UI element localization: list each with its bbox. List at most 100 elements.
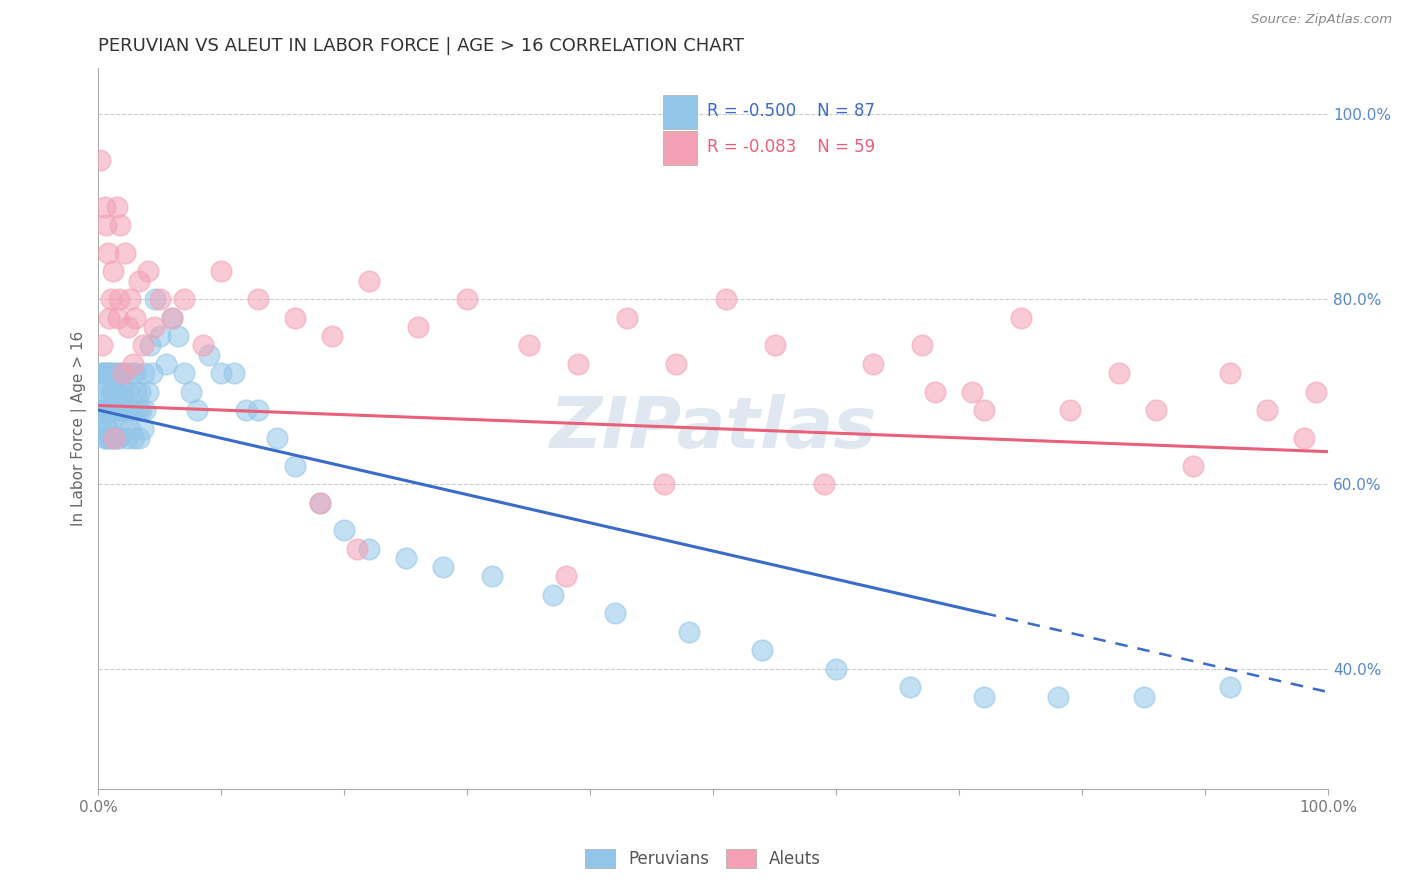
Point xyxy=(136,264,159,278)
Point xyxy=(121,357,143,371)
Point xyxy=(103,431,125,445)
Point xyxy=(911,338,934,352)
Point xyxy=(284,310,307,325)
Point xyxy=(1305,384,1327,399)
FancyBboxPatch shape xyxy=(662,95,697,129)
Point xyxy=(481,569,503,583)
Point xyxy=(191,338,214,352)
Y-axis label: In Labor Force | Age > 16: In Labor Force | Age > 16 xyxy=(72,331,87,526)
Point xyxy=(616,310,638,325)
Point xyxy=(862,357,884,371)
Point xyxy=(308,495,330,509)
Point xyxy=(91,338,114,352)
Point xyxy=(1219,366,1241,380)
Point xyxy=(603,607,626,621)
Point xyxy=(98,366,121,380)
Point xyxy=(247,403,270,417)
Point xyxy=(94,218,117,232)
Point xyxy=(149,329,172,343)
Point xyxy=(131,338,153,352)
Point xyxy=(120,292,142,306)
Point xyxy=(94,421,117,435)
Point xyxy=(128,274,150,288)
Point xyxy=(960,384,983,399)
Point xyxy=(395,551,418,566)
Point xyxy=(91,403,114,417)
Point xyxy=(1132,690,1154,704)
Point xyxy=(652,477,675,491)
Point xyxy=(321,329,343,343)
Point xyxy=(115,431,138,445)
Point xyxy=(120,421,142,435)
Point xyxy=(406,319,429,334)
Point xyxy=(101,403,124,417)
Point xyxy=(266,431,288,445)
Point xyxy=(678,624,700,639)
FancyBboxPatch shape xyxy=(662,131,697,165)
Point xyxy=(346,541,368,556)
Point xyxy=(149,292,172,306)
Point xyxy=(136,384,159,399)
Point xyxy=(97,403,120,417)
Point xyxy=(98,310,121,325)
Point xyxy=(222,366,245,380)
Point xyxy=(714,292,737,306)
Point xyxy=(173,292,195,306)
Point xyxy=(101,264,124,278)
Point xyxy=(124,366,146,380)
Point xyxy=(96,366,118,380)
Point xyxy=(117,384,139,399)
Point xyxy=(1144,403,1167,417)
Text: PERUVIAN VS ALEUT IN LABOR FORCE | AGE > 16 CORRELATION CHART: PERUVIAN VS ALEUT IN LABOR FORCE | AGE >… xyxy=(98,37,744,55)
Point xyxy=(167,329,190,343)
Point xyxy=(155,357,177,371)
Point xyxy=(127,403,149,417)
Point xyxy=(142,319,165,334)
Point xyxy=(763,338,786,352)
Point xyxy=(94,366,117,380)
Point xyxy=(665,357,688,371)
Point xyxy=(129,384,152,399)
Point xyxy=(122,431,145,445)
Point xyxy=(96,403,118,417)
Point xyxy=(97,421,120,435)
Point xyxy=(554,569,576,583)
Point xyxy=(111,384,134,399)
Point xyxy=(209,264,232,278)
Point xyxy=(114,246,136,260)
Point xyxy=(517,338,540,352)
Point xyxy=(118,403,141,417)
Point xyxy=(1010,310,1032,325)
Point xyxy=(134,403,156,417)
Point xyxy=(160,310,183,325)
Point xyxy=(107,366,129,380)
Point xyxy=(114,403,136,417)
Point xyxy=(121,366,143,380)
Point xyxy=(333,523,356,537)
Point xyxy=(91,366,114,380)
Point xyxy=(128,431,150,445)
Point xyxy=(117,319,139,334)
Point xyxy=(131,403,153,417)
Point xyxy=(93,200,115,214)
Point xyxy=(125,384,148,399)
Point xyxy=(751,643,773,657)
Point xyxy=(1046,690,1069,704)
Point xyxy=(105,200,128,214)
Point xyxy=(543,588,565,602)
Text: R = -0.500    N = 87: R = -0.500 N = 87 xyxy=(707,103,875,120)
Point xyxy=(100,292,122,306)
Point xyxy=(110,218,132,232)
Point xyxy=(973,403,995,417)
Point xyxy=(107,310,129,325)
Point xyxy=(103,431,125,445)
Point xyxy=(101,384,124,399)
Point xyxy=(108,384,131,399)
Point xyxy=(101,431,124,445)
Point xyxy=(96,431,118,445)
Point xyxy=(139,338,162,352)
Point xyxy=(101,412,124,426)
Point xyxy=(91,421,114,435)
Point xyxy=(180,384,202,399)
Point xyxy=(89,403,111,417)
